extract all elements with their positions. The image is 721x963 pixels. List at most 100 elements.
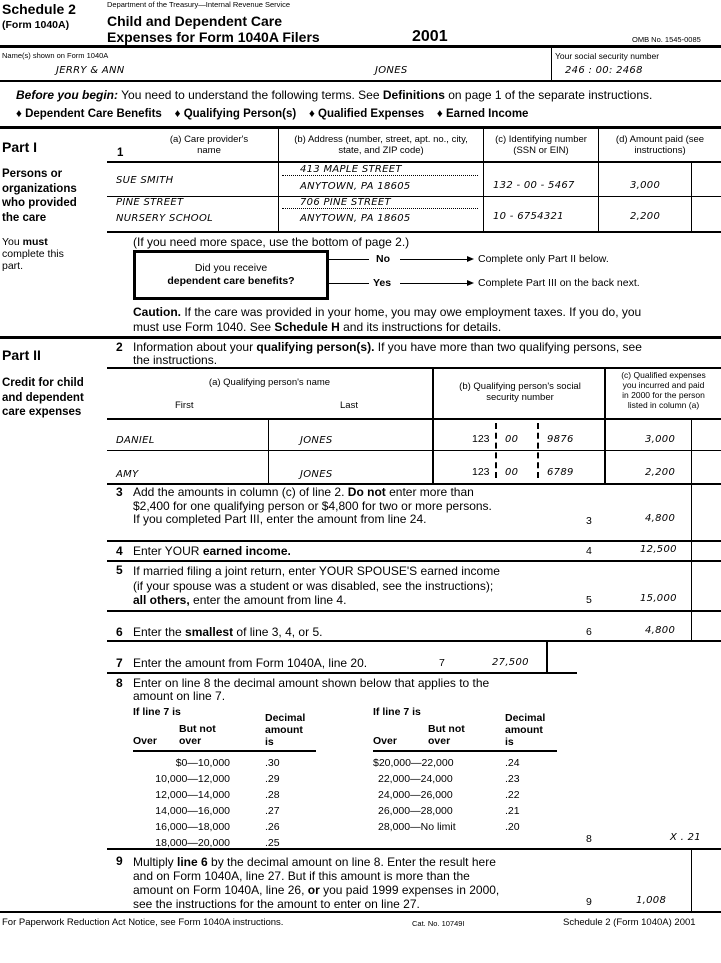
line5-text: If married filing a joint return, enter …	[133, 564, 500, 607]
divider	[107, 483, 721, 485]
divider	[551, 47, 552, 80]
person-ssn-part1[interactable]: 123	[472, 466, 490, 478]
divider	[604, 367, 606, 483]
omb-number: OMB No. 1545-0085	[632, 35, 701, 44]
more-space-note: (If you need more space, use the bottom …	[133, 235, 410, 249]
ssn-separator	[495, 423, 497, 478]
col-a-header: (a) Care provider's name	[169, 134, 249, 156]
term: Qualified Expenses	[318, 108, 425, 120]
divider	[107, 560, 721, 562]
provider-name-field[interactable]: PINE STREET	[116, 197, 184, 208]
table-decimal: .23	[505, 773, 520, 785]
title-line2: Expenses for Form 1040A Filers	[107, 29, 320, 45]
person-last-name[interactable]: JONES	[300, 435, 333, 446]
person-ssn-part2[interactable]: 00	[505, 434, 519, 445]
footer-cat-no: Cat. No. 10749I	[412, 919, 465, 928]
table-if-line7: If line 7 is	[373, 706, 421, 718]
table-range: 14,000—16,000	[155, 805, 230, 817]
provider-name-field-line2[interactable]: NURSERY SCHOOL	[116, 213, 214, 224]
divider	[107, 640, 721, 642]
line9-text: Multiply line 6 by the decimal amount on…	[133, 855, 500, 911]
table-decimal: .27	[265, 805, 280, 817]
person-ssn-part3[interactable]: 6789	[547, 467, 574, 478]
divider	[107, 848, 721, 850]
line6-label: 6	[586, 626, 592, 638]
last-name-field[interactable]: JONES	[375, 65, 408, 76]
divider	[0, 336, 721, 339]
line6-value[interactable]: 4,800	[645, 625, 676, 636]
table-over: Over	[133, 735, 157, 747]
name-label: Name(s) shown on Form 1040A	[2, 51, 109, 60]
divider	[107, 450, 721, 451]
divider	[278, 129, 279, 231]
table-if-line7: If line 7 is	[133, 706, 181, 718]
provider-address-line2[interactable]: ANYTOWN, PA 18605	[300, 181, 411, 192]
line9-value[interactable]: 1,008	[636, 895, 667, 906]
line3-value[interactable]: 4,800	[645, 513, 676, 524]
line2-number: 2	[116, 340, 123, 354]
line7-number: 7	[116, 656, 123, 670]
provider-address-line2[interactable]: ANYTOWN, PA 18605	[300, 213, 411, 224]
table-decimal: .20	[505, 821, 520, 833]
table-range: 16,000—18,000	[155, 821, 230, 833]
divider	[0, 911, 721, 913]
divider	[432, 367, 434, 483]
table-range: 18,000—20,000	[155, 837, 230, 849]
table-decimal: .30	[265, 757, 280, 769]
line3-label: 3	[586, 515, 592, 527]
col-b-header: (b) Address (number, street, apt. no., c…	[294, 134, 468, 156]
no-option: No	[376, 253, 390, 265]
line9-number: 9	[116, 854, 123, 868]
person-ssn-part1[interactable]: 123	[472, 433, 490, 445]
divider	[107, 672, 577, 674]
bullet-icon: ♦	[308, 108, 319, 120]
table-but-not-over: But not over	[428, 723, 465, 747]
line5-value[interactable]: 15,000	[640, 593, 677, 604]
person-first-name[interactable]: AMY	[116, 469, 139, 480]
part1-title: Part I	[2, 139, 38, 155]
table-range: 10,000—12,000	[155, 773, 230, 785]
table-range: 12,000—14,000	[155, 789, 230, 801]
provider-id-field[interactable]: 132 - 00 - 5467	[493, 180, 575, 191]
divider	[483, 129, 484, 231]
line4-number: 4	[116, 544, 123, 558]
table-range: 26,000—28,000	[378, 805, 453, 817]
tax-year: 2001	[412, 28, 448, 45]
no-action: Complete only Part II below.	[478, 253, 609, 265]
table-range: $20,000—22,000	[373, 757, 454, 769]
line4-value[interactable]: 12,500	[640, 544, 677, 555]
person-last-name[interactable]: JONES	[300, 469, 333, 480]
person-ssn-part2[interactable]: 00	[505, 467, 519, 478]
provider-amount-field[interactable]: 3,000	[630, 180, 661, 191]
col-first-header: First	[175, 400, 194, 411]
person-first-name[interactable]: DANIEL	[116, 435, 155, 446]
provider-name-field[interactable]: SUE SMITH	[116, 175, 174, 186]
provider-amount-field[interactable]: 2,200	[630, 211, 661, 222]
divider	[133, 750, 316, 752]
table-decimal-header: Decimal amount is	[265, 712, 306, 748]
line3-number: 3	[116, 485, 123, 499]
terms-list: ♦ Dependent Care Benefits ♦ Qualifying P…	[16, 108, 528, 121]
line5-number: 5	[116, 563, 123, 577]
before-text: You need to understand the following ter…	[118, 88, 383, 102]
divider	[107, 161, 721, 163]
term: Dependent Care Benefits	[25, 108, 162, 120]
line7-value[interactable]: 27,500	[492, 657, 529, 668]
provider-address-line1[interactable]: 706 PINE STREET	[282, 198, 478, 209]
line8-value[interactable]: X . 21	[670, 832, 701, 843]
line1-number: 1	[117, 147, 124, 159]
provider-id-field[interactable]: 10 - 6754321	[493, 211, 564, 222]
before-text2: on page 1 of the separate instructions.	[444, 88, 653, 102]
before-lead: Before you begin:	[16, 88, 119, 102]
table-decimal: .29	[265, 773, 280, 785]
caution-note: Caution. If the care was provided in you…	[133, 305, 642, 334]
ssn-field[interactable]: 246 : 00: 2468	[565, 65, 643, 76]
person-amount[interactable]: 2,200	[645, 467, 676, 478]
line4-text: Enter YOUR earned income.	[133, 544, 291, 558]
table-but-not-over: But not over	[179, 723, 216, 747]
provider-address-line1[interactable]: 413 MAPLE STREET	[282, 165, 478, 176]
person-ssn-part3[interactable]: 9876	[547, 434, 574, 445]
person-amount[interactable]: 3,000	[645, 434, 676, 445]
line7-text: Enter the amount from Form 1040A, line 2…	[133, 656, 368, 670]
first-name-field[interactable]: JERRY & ANN	[56, 65, 125, 76]
